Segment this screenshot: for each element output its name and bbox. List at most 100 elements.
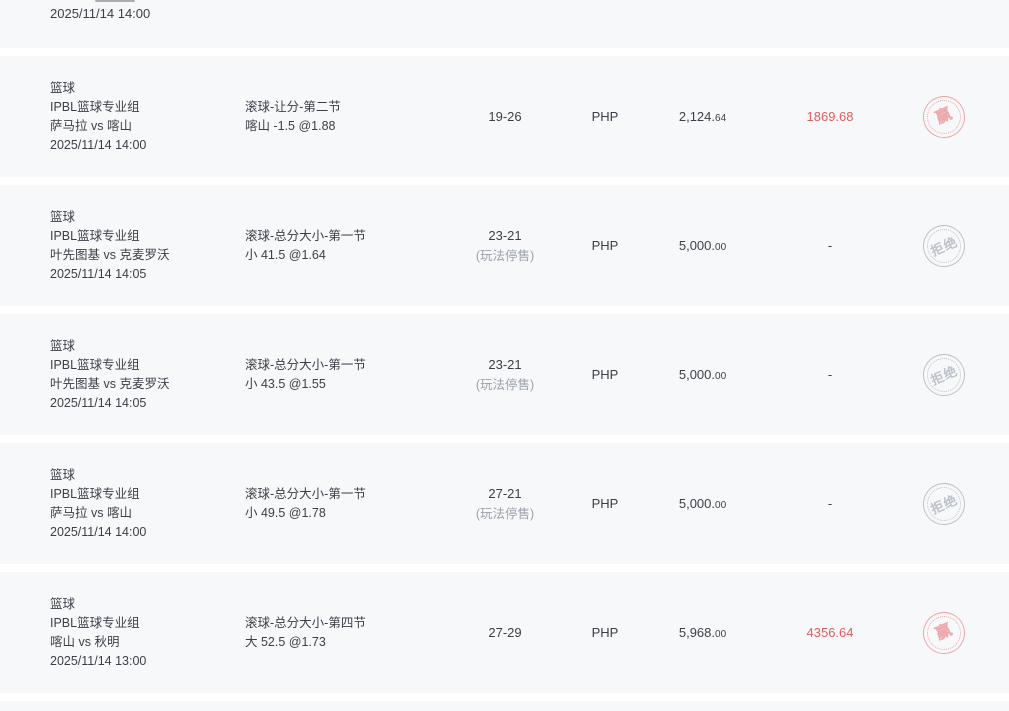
amount-integer: 5,000. bbox=[678, 238, 716, 253]
bet-selection-label: 小 43.5 @1.55 bbox=[245, 376, 326, 391]
amount-decimals: 00 bbox=[715, 629, 727, 640]
bet-type-label: 滚球-总分大小-第一节 bbox=[245, 228, 366, 243]
bet-record-row: 篮球 IPBL篮球专业组 叶先图基 vs 克麦罗沃 2025/11/14 14:… bbox=[0, 314, 1009, 435]
amount-integer: 5,968. bbox=[678, 625, 716, 640]
score-cell: 27-21 (玩法停售) bbox=[440, 486, 570, 522]
stamp-cell: 拒绝 bbox=[895, 218, 1009, 273]
settlement-stamp-icon: 拒绝 bbox=[916, 347, 971, 402]
bet-record-row: 篮球 IPBL篮球专业组 萨马拉 vs 喀山 2025/11/14 14:00 … bbox=[0, 56, 1009, 177]
league-label: IPBL篮球专业组 bbox=[50, 99, 140, 114]
stamp-text: 拒绝 bbox=[927, 361, 960, 388]
bet-amount: 5,000.00 bbox=[640, 238, 765, 253]
settlement-stamp-icon: 拒绝 bbox=[916, 476, 971, 531]
bet-amount: 5,968.00 bbox=[640, 625, 765, 640]
stamp-cell: 赢 bbox=[895, 89, 1009, 144]
sport-label: 篮球 bbox=[50, 467, 76, 482]
currency-label: PHP bbox=[591, 496, 619, 511]
bet-type-label: 滚球-总分大小-第一节 bbox=[245, 357, 366, 372]
bet-selection-label: 小 41.5 @1.64 bbox=[245, 247, 326, 262]
currency-label: PHP bbox=[591, 109, 619, 124]
bet-record-row: 篮球 IPBL篮球专业组 萨马拉 vs 喀山 2025/11/14 14:00 … bbox=[0, 443, 1009, 564]
bet-info: 滚球-总分大小-第一节 小 43.5 @1.55 bbox=[245, 356, 440, 394]
market-suspended-note: (玩法停售) bbox=[475, 248, 535, 263]
currency-label: PHP bbox=[591, 367, 619, 382]
sport-label: 篮球 bbox=[50, 338, 76, 353]
bet-info: 滚球-总分大小-第一节 小 41.5 @1.64 bbox=[245, 227, 440, 265]
bet-info: 滚球-总分大小-第一节 小 49.5 @1.78 bbox=[245, 485, 440, 523]
score-cell: 23-21 (玩法停售) bbox=[440, 228, 570, 264]
amount-decimals: 00 bbox=[715, 500, 727, 511]
sport-label: 篮球 bbox=[50, 80, 76, 95]
settlement-stamp-icon: 赢 bbox=[916, 89, 971, 144]
bet-selection-label: 大 52.5 @1.73 bbox=[245, 634, 326, 649]
bet-selection-label: 小 49.5 @1.78 bbox=[245, 505, 326, 520]
stamp-cell: 赢 bbox=[895, 605, 1009, 660]
bet-info: 滚球-让分-第二节 喀山 -1.5 @1.88 bbox=[245, 98, 440, 136]
clipped-text-artifact bbox=[95, 0, 135, 2]
score-value: 23-21 bbox=[488, 356, 522, 372]
bet-record-row-partial: 2025/11/14 14:00 bbox=[0, 0, 1009, 48]
bet-type-label: 滚球-总分大小-第四节 bbox=[245, 615, 366, 630]
score-cell: 23-21 (玩法停售) bbox=[440, 357, 570, 393]
result-value: - bbox=[827, 496, 833, 511]
score-value: 23-21 bbox=[488, 227, 522, 243]
currency-label: PHP bbox=[591, 238, 619, 253]
market-suspended-note: (玩法停售) bbox=[475, 506, 535, 521]
score-cell: 19-26 bbox=[440, 109, 570, 124]
result-value: - bbox=[827, 238, 833, 253]
result-value: 4356.64 bbox=[806, 625, 854, 640]
result-value: 1869.68 bbox=[806, 109, 854, 124]
event-datetime: 2025/11/14 14:05 bbox=[50, 266, 147, 281]
bet-selection-label: 喀山 -1.5 @1.88 bbox=[245, 118, 336, 133]
settlement-stamp-icon: 赢 bbox=[916, 605, 971, 660]
amount-decimals: 00 bbox=[715, 371, 727, 382]
sport-label: 篮球 bbox=[50, 209, 76, 224]
amount-integer: 2,124. bbox=[678, 109, 716, 124]
bet-record-row: 篮球 IPBL篮球专业组 喀山 vs 秋明 2025/11/14 13:00 滚… bbox=[0, 572, 1009, 693]
score-value: 27-29 bbox=[488, 625, 522, 640]
bet-record-row-partial-bottom bbox=[0, 701, 1009, 711]
amount-integer: 5,000. bbox=[678, 496, 716, 511]
event-info: 篮球 IPBL篮球专业组 叶先图基 vs 克麦罗沃 2025/11/14 14:… bbox=[50, 208, 245, 284]
stamp-cell: 拒绝 bbox=[895, 476, 1009, 531]
event-info: 篮球 IPBL篮球专业组 萨马拉 vs 喀山 2025/11/14 14:00 bbox=[50, 466, 245, 542]
event-datetime: 2025/11/14 14:00 bbox=[50, 6, 151, 21]
teams-label: 喀山 vs 秋明 bbox=[50, 634, 120, 649]
stamp-text: 拒绝 bbox=[927, 232, 960, 259]
stamp-text: 赢 bbox=[932, 621, 955, 644]
league-label: IPBL篮球专业组 bbox=[50, 357, 140, 372]
event-datetime: 2025/11/14 13:00 bbox=[50, 653, 147, 668]
settlement-stamp-icon: 拒绝 bbox=[916, 218, 971, 273]
event-info: 篮球 IPBL篮球专业组 萨马拉 vs 喀山 2025/11/14 14:00 bbox=[50, 79, 245, 155]
event-info: 篮球 IPBL篮球专业组 喀山 vs 秋明 2025/11/14 13:00 bbox=[50, 595, 245, 671]
result-value: - bbox=[827, 367, 833, 382]
market-suspended-note: (玩法停售) bbox=[475, 377, 535, 392]
score-cell: 27-29 bbox=[440, 625, 570, 640]
bet-record-row: 篮球 IPBL篮球专业组 叶先图基 vs 克麦罗沃 2025/11/14 14:… bbox=[0, 185, 1009, 306]
amount-integer: 5,000. bbox=[678, 367, 716, 382]
score-value: 19-26 bbox=[488, 109, 522, 124]
bet-info: 滚球-总分大小-第四节 大 52.5 @1.73 bbox=[245, 614, 440, 652]
event-datetime: 2025/11/14 14:05 bbox=[50, 395, 147, 410]
league-label: IPBL篮球专业组 bbox=[50, 486, 140, 501]
score-value: 27-21 bbox=[488, 485, 522, 501]
sport-label: 篮球 bbox=[50, 596, 76, 611]
bet-amount: 5,000.00 bbox=[640, 496, 765, 511]
event-datetime: 2025/11/14 14:00 bbox=[50, 524, 147, 539]
amount-decimals: 64 bbox=[715, 113, 727, 124]
teams-label: 萨马拉 vs 喀山 bbox=[50, 505, 132, 520]
event-datetime: 2025/11/14 14:00 bbox=[50, 137, 147, 152]
teams-label: 叶先图基 vs 克麦罗沃 bbox=[50, 247, 170, 262]
event-info: 篮球 IPBL篮球专业组 叶先图基 vs 克麦罗沃 2025/11/14 14:… bbox=[50, 337, 245, 413]
currency-label: PHP bbox=[591, 625, 619, 640]
bet-amount: 2,124.64 bbox=[640, 109, 765, 124]
bet-type-label: 滚球-总分大小-第一节 bbox=[245, 486, 366, 501]
teams-label: 萨马拉 vs 喀山 bbox=[50, 118, 132, 133]
bet-amount: 5,000.00 bbox=[640, 367, 765, 382]
amount-decimals: 00 bbox=[715, 242, 727, 253]
stamp-text: 赢 bbox=[932, 105, 955, 128]
bet-type-label: 滚球-让分-第二节 bbox=[245, 99, 341, 114]
stamp-cell: 拒绝 bbox=[895, 347, 1009, 402]
league-label: IPBL篮球专业组 bbox=[50, 615, 140, 630]
